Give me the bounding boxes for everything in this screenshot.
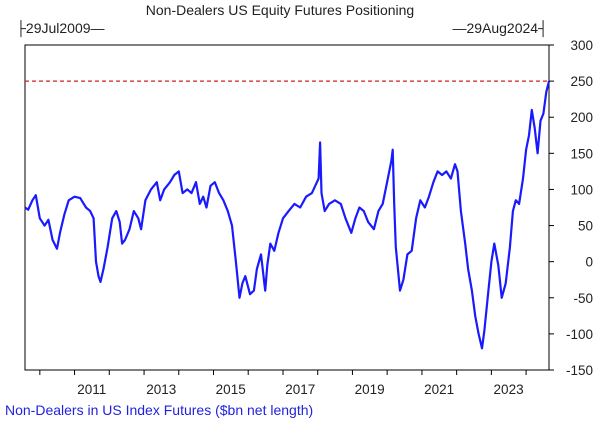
range-end-date: 29Aug2024 bbox=[466, 20, 539, 36]
y-tick-label: 0 bbox=[585, 255, 593, 270]
range-end-label: —29Aug2024┤ bbox=[452, 20, 548, 36]
range-start-date: 29Jul2009 bbox=[25, 20, 91, 36]
y-tick-label: 50 bbox=[578, 219, 593, 234]
range-start-label: ├29Jul2009— bbox=[16, 20, 105, 36]
x-tick-label: 2021 bbox=[424, 382, 454, 397]
y-tick-label: 250 bbox=[570, 74, 593, 89]
y-tick-label: 200 bbox=[570, 110, 593, 125]
x-tick-label: 2015 bbox=[216, 382, 246, 397]
legend-series-label: Non-Dealers in US Index Futures ($bn net… bbox=[5, 402, 314, 418]
series-line bbox=[24, 80, 551, 350]
y-tick-label: -150 bbox=[566, 363, 593, 378]
x-tick-label: 2011 bbox=[77, 382, 106, 397]
x-tick-label: 2013 bbox=[146, 382, 176, 397]
y-tick-label: 300 bbox=[570, 38, 593, 53]
x-tick-label: 2017 bbox=[285, 382, 315, 397]
y-tick-label: 100 bbox=[570, 182, 593, 197]
y-tick-label: -50 bbox=[573, 291, 593, 306]
plot-frame bbox=[24, 44, 550, 371]
y-tick-label: -100 bbox=[566, 327, 593, 342]
x-tick-label: 2019 bbox=[355, 382, 385, 397]
x-axis-ticks: 2011 2013 2015 2017 2019 2021 2023 bbox=[39, 370, 527, 397]
x-tick-label: 2023 bbox=[494, 382, 524, 397]
y-tick-label: 150 bbox=[570, 146, 593, 161]
chart-title: Non-Dealers US Equity Futures Positionin… bbox=[145, 2, 415, 18]
y-axis-ticks: 300 250 200 150 100 50 0 -50 -100 -150 bbox=[549, 38, 593, 378]
